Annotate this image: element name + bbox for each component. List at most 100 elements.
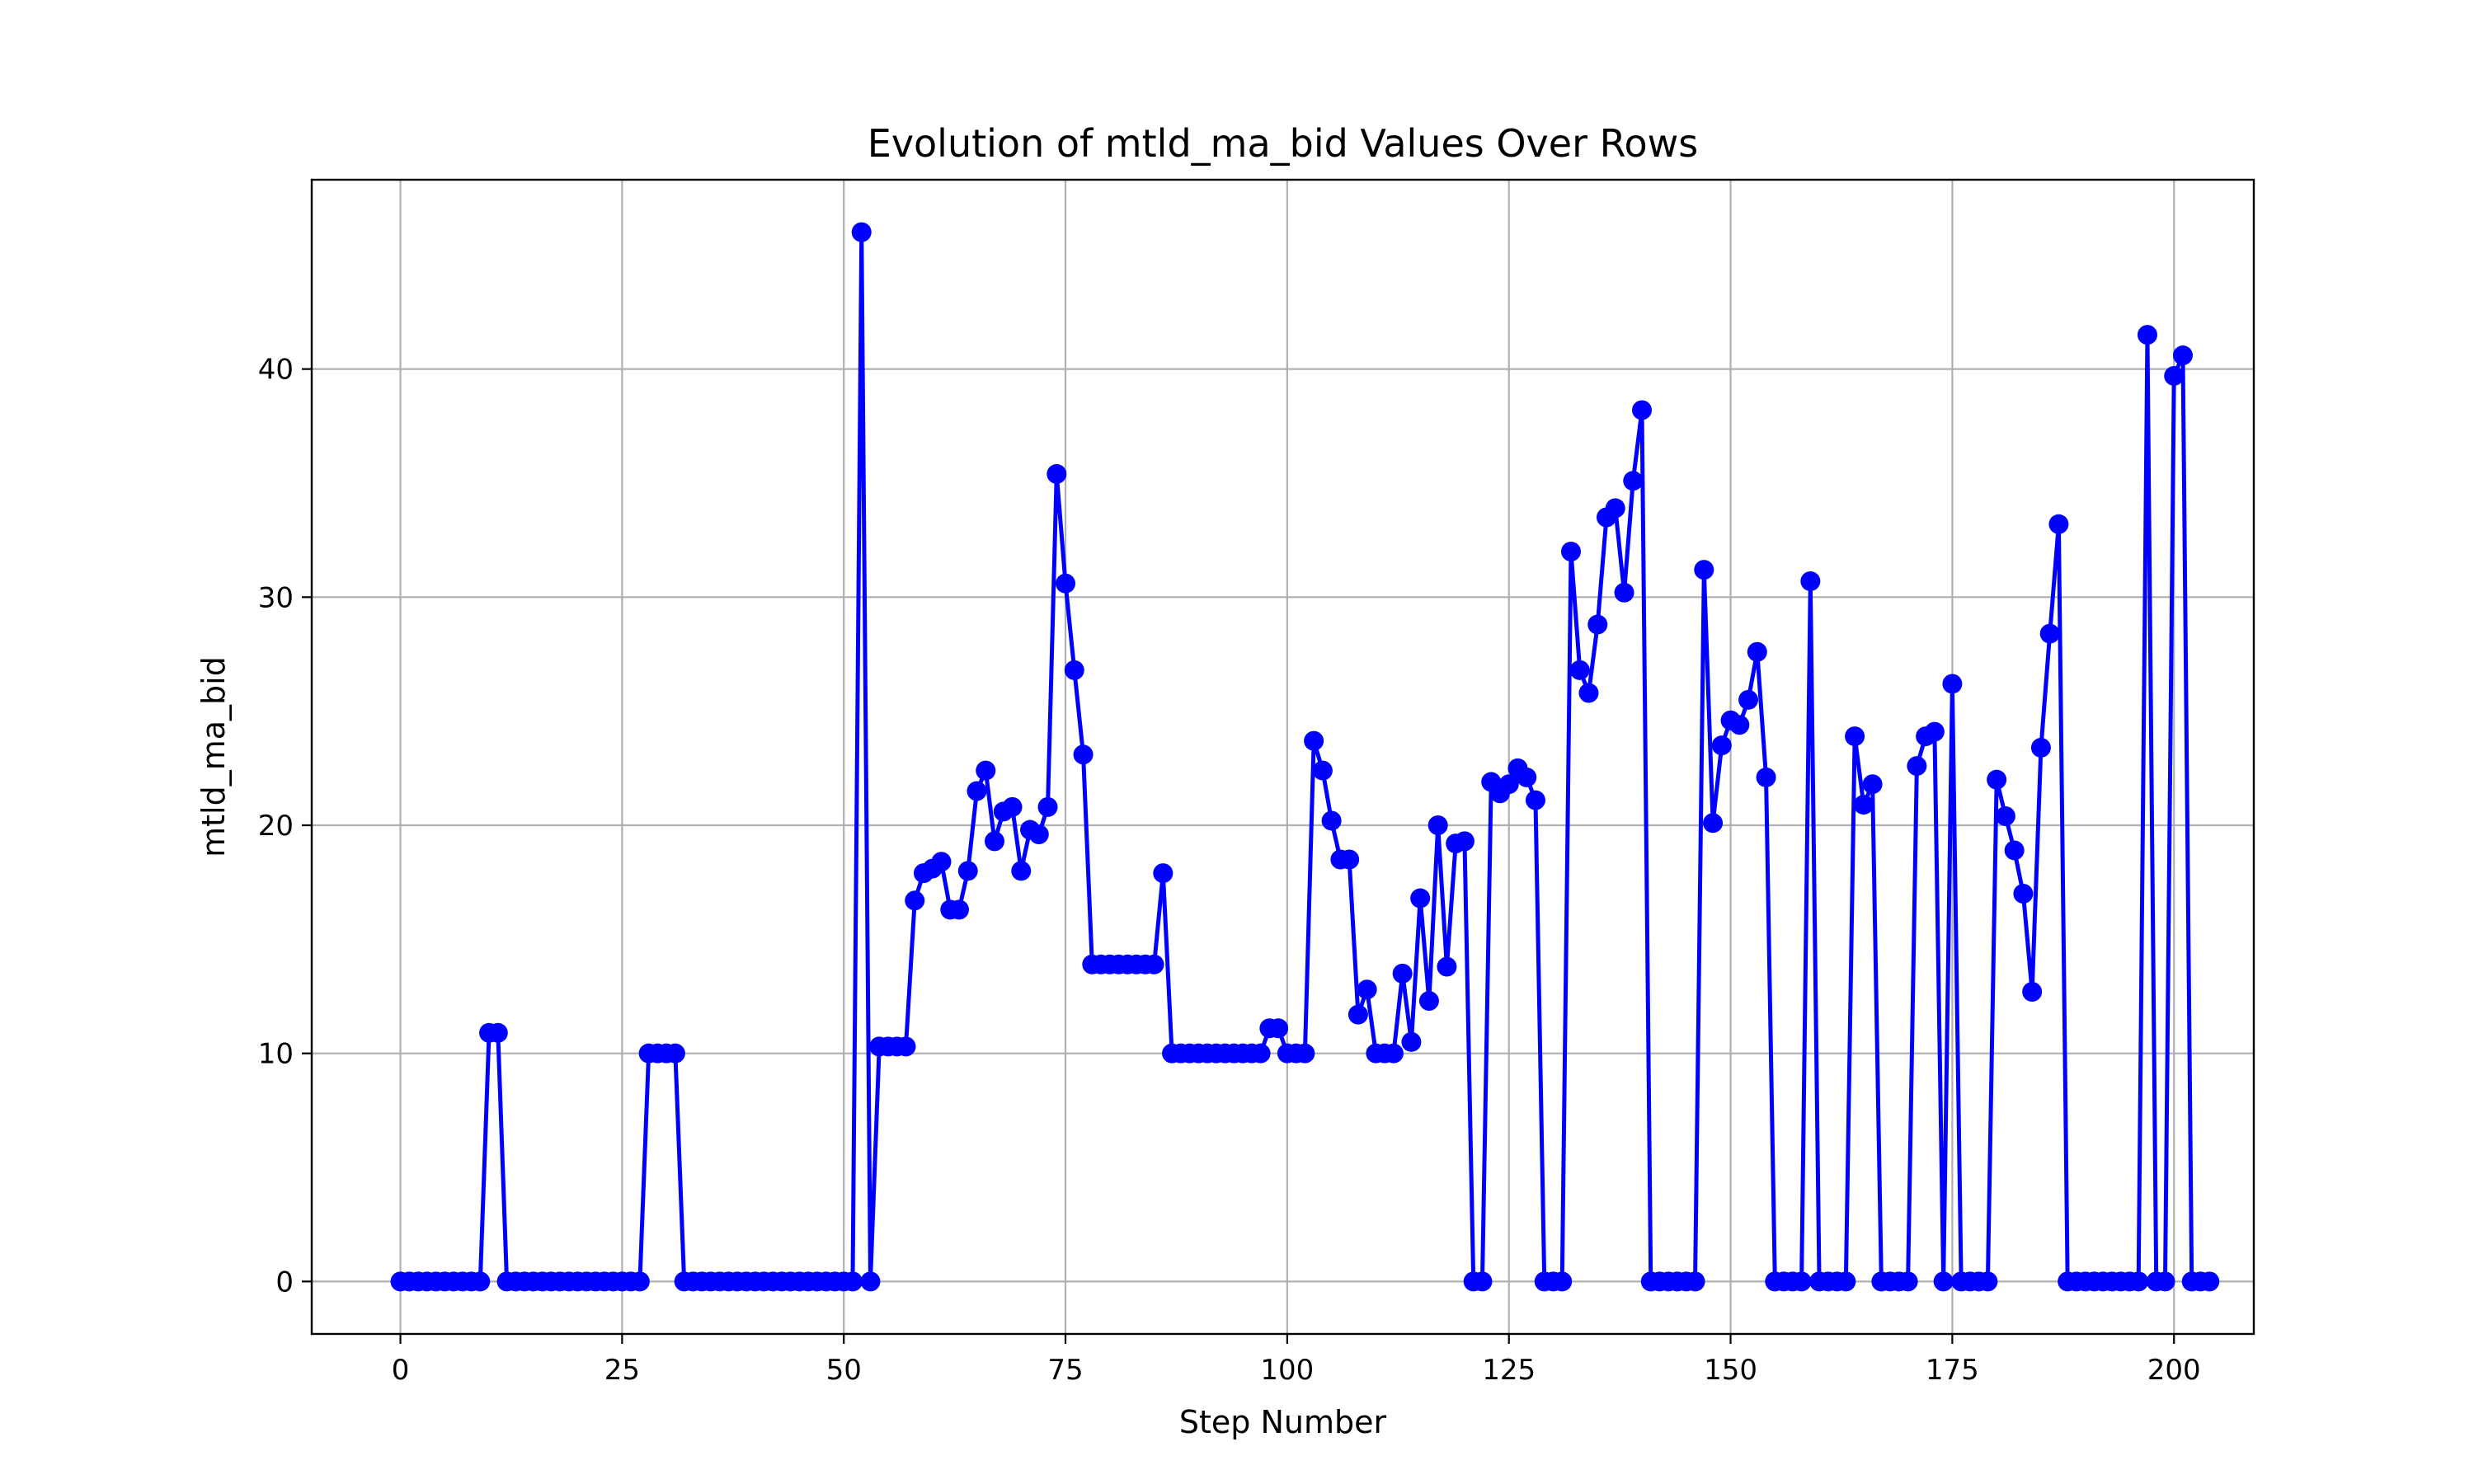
- data-point: [1791, 1271, 1812, 1292]
- data-point: [1800, 571, 1821, 591]
- data-point: [1073, 744, 1094, 765]
- data-point: [1756, 767, 1776, 787]
- y-tick-label: 40: [258, 354, 294, 387]
- x-tick-label: 125: [1482, 1354, 1536, 1387]
- data-point: [1028, 824, 1049, 845]
- x-tick-label: 100: [1260, 1354, 1314, 1387]
- data-point: [1845, 726, 1865, 747]
- y-tick-label: 10: [258, 1038, 294, 1071]
- series-points: [390, 222, 2220, 1292]
- data-point: [2013, 884, 2034, 904]
- data-point: [1747, 641, 1767, 662]
- data-point: [1392, 963, 1413, 984]
- y-tick-label: 0: [275, 1266, 294, 1298]
- data-point: [1587, 614, 1608, 635]
- data-point: [1295, 1043, 1315, 1064]
- data-point: [1711, 735, 1732, 756]
- data-point: [1418, 991, 1439, 1012]
- data-point: [1853, 795, 1874, 815]
- data-point: [2022, 981, 2043, 1002]
- data-point: [1517, 767, 1537, 787]
- data-point: [1304, 730, 1324, 751]
- data-point: [1268, 1018, 1289, 1039]
- x-tick-label: 50: [826, 1354, 862, 1387]
- data-point: [860, 1271, 881, 1292]
- y-axis-label: mtld_ma_bid: [195, 656, 232, 857]
- data-point: [976, 760, 996, 781]
- data-point: [1924, 721, 1945, 742]
- data-point: [967, 781, 987, 801]
- y-tick-label: 30: [258, 581, 294, 614]
- data-point: [665, 1043, 685, 1064]
- x-tick-label: 25: [604, 1354, 640, 1387]
- data-point: [2172, 345, 2193, 366]
- data-point: [1978, 1271, 1998, 1292]
- plot-frame: [310, 178, 2255, 1336]
- x-axis-label: Step Number: [1179, 1404, 1387, 1440]
- data-point: [1569, 660, 1590, 680]
- data-point: [1578, 683, 1599, 703]
- data-point: [1729, 715, 1750, 735]
- grid-lines: [312, 180, 2254, 1334]
- data-point: [2164, 365, 2185, 386]
- data-point: [1339, 849, 1360, 870]
- data-point: [2199, 1271, 2220, 1292]
- data-point: [1410, 888, 1431, 909]
- data-point: [1401, 1031, 1422, 1052]
- data-point: [1357, 979, 1377, 1000]
- data-point: [2039, 623, 2060, 644]
- data-point: [1383, 1043, 1404, 1064]
- data-point: [1614, 582, 1634, 603]
- data-point: [1427, 815, 1448, 835]
- data-point: [1250, 1043, 1271, 1064]
- data-point: [957, 861, 978, 881]
- data-point: [487, 1022, 508, 1043]
- data-point: [1153, 863, 1174, 884]
- data-point: [1942, 674, 1963, 694]
- data-point: [1348, 1004, 1368, 1025]
- data-point: [1703, 813, 1724, 834]
- data-point: [2155, 1271, 2175, 1292]
- data-point: [1321, 810, 1342, 831]
- data-point: [1987, 769, 2007, 790]
- data-point: [1056, 573, 1076, 594]
- data-point: [1898, 1271, 1918, 1292]
- data-point: [1498, 774, 1519, 795]
- x-tick-label: 175: [1926, 1354, 1979, 1387]
- data-point: [2048, 514, 2069, 534]
- data-point: [2128, 1271, 2149, 1292]
- data-point: [1011, 861, 1032, 881]
- x-tick-label: 200: [2147, 1354, 2201, 1387]
- data-point: [905, 890, 925, 911]
- data-point: [1552, 1271, 1573, 1292]
- data-point: [896, 1036, 916, 1057]
- data-point: [1437, 956, 1457, 977]
- data-point: [1312, 760, 1333, 781]
- data-point: [1933, 1271, 1954, 1292]
- data-point: [2137, 325, 2157, 345]
- x-tick-label: 0: [392, 1354, 410, 1387]
- data-point: [2030, 737, 2051, 758]
- data-point: [1472, 1271, 1493, 1292]
- data-point: [1002, 796, 1023, 817]
- data-point: [851, 222, 872, 242]
- data-point: [1623, 471, 1644, 491]
- axis-ticks: 0 25 50 75 100 125 150 175 200 0 10 20 30 40: [258, 354, 2201, 1387]
- data-point: [1685, 1271, 1705, 1292]
- data-point: [1862, 774, 1883, 795]
- data-point: [1605, 498, 1625, 519]
- data-point: [2004, 840, 2025, 861]
- chart-title: Evolution of mtld_ma_bid Values Over Row…: [868, 121, 1699, 166]
- x-tick-label: 150: [1704, 1354, 1757, 1387]
- data-point: [1047, 463, 1067, 484]
- data-point: [629, 1271, 650, 1292]
- data-point: [1632, 400, 1653, 420]
- data-point: [1694, 560, 1714, 580]
- data-point: [1738, 689, 1759, 710]
- data-point: [949, 899, 969, 920]
- data-point: [1560, 541, 1581, 561]
- data-point: [931, 852, 952, 872]
- x-tick-label: 75: [1047, 1354, 1083, 1387]
